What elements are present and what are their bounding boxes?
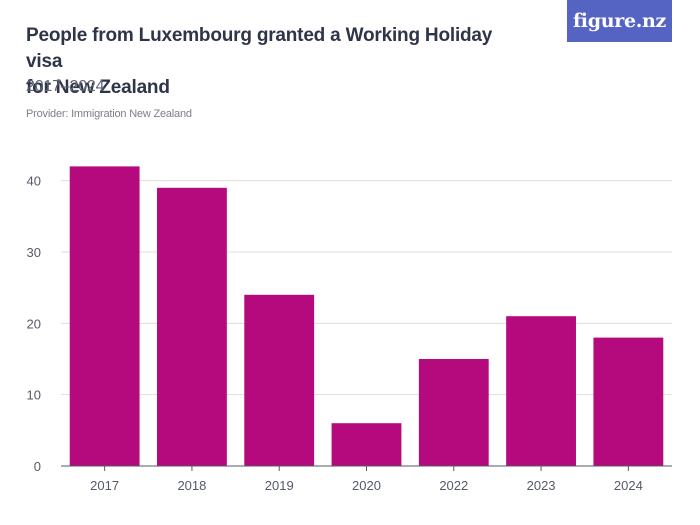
bar-2024[interactable]	[593, 337, 664, 466]
gridlines	[61, 180, 672, 396]
chart-subtitle: 2017–2024	[26, 78, 105, 95]
x-axis	[61, 465, 672, 471]
bar-2022[interactable]	[418, 359, 489, 466]
y-tick-label: 40	[27, 174, 41, 189]
chart-title-line-1: People from Luxembourg granted a Working…	[26, 25, 493, 72]
y-tick-label: 0	[34, 459, 41, 474]
y-tick-label: 30	[27, 245, 41, 260]
x-tick-label: 2020	[352, 478, 381, 493]
bar-2017[interactable]	[69, 166, 140, 466]
bar-2020[interactable]	[331, 423, 402, 466]
x-tick-label: 2022	[439, 478, 468, 493]
y-tick-label: 10	[27, 388, 41, 403]
x-tick-label: 2024	[614, 478, 643, 493]
x-axis-tick-labels: 2017 2018 2019 2020 2022 2023 2024	[90, 478, 643, 493]
figure-nz-logo[interactable]: figure.nz	[567, 0, 672, 42]
bar-2019[interactable]	[244, 294, 315, 466]
bars	[69, 166, 664, 467]
x-tick-label: 2019	[265, 478, 294, 493]
x-tick-label: 2018	[177, 478, 206, 493]
y-tick-label: 20	[27, 316, 41, 331]
data-provider: Provider: Immigration New Zealand	[26, 108, 192, 120]
y-axis-tick-labels: 0 10 20 30 40	[27, 174, 41, 474]
chart-title: People from Luxembourg granted a Working…	[26, 23, 526, 101]
chart-title-line-2: for New Zealand	[26, 77, 170, 98]
bar-2018[interactable]	[157, 187, 227, 467]
x-tick-label: 2023	[527, 478, 556, 493]
bar-2023[interactable]	[506, 316, 576, 466]
x-tick-label: 2017	[90, 478, 119, 493]
